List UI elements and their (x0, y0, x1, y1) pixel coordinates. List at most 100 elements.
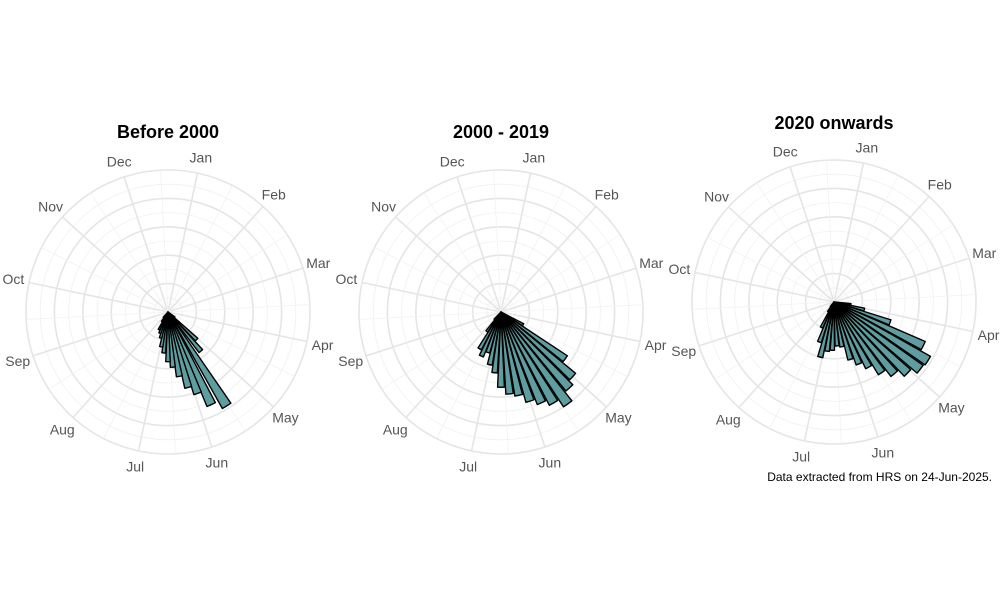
data-source-caption: Data extracted from HRS on 24-Jun-2025. (767, 470, 992, 484)
grid-spoke (381, 311, 502, 390)
grid-spoke (727, 206, 835, 303)
month-label: Dec (107, 154, 132, 170)
grid-spoke (692, 301, 835, 310)
rose-bar (500, 311, 524, 397)
panel-title: Before 2000 (117, 122, 219, 142)
month-label: Oct (336, 271, 358, 287)
grid-circle-minor (39, 183, 297, 441)
month-label: Oct (3, 271, 25, 287)
grid-spoke (167, 172, 199, 313)
grid-circle-minor (401, 212, 601, 412)
month-label: Jan (523, 149, 546, 165)
month-label: Apr (312, 337, 334, 353)
grid-spoke (423, 192, 502, 313)
rose-bar (496, 311, 506, 388)
month-label: Sep (338, 353, 363, 369)
rose-bar (500, 311, 559, 406)
grid-spoke (90, 192, 169, 313)
grid-spoke (826, 160, 835, 303)
grid-spoke (167, 311, 308, 343)
grid-circle-minor (372, 183, 630, 441)
month-label: May (605, 410, 631, 426)
grid-spoke (103, 311, 169, 439)
month-label: Nov (704, 188, 729, 204)
grid-spoke (167, 311, 295, 377)
grid-circle-minor (68, 212, 268, 412)
grid-spoke (167, 185, 233, 313)
panel-title: 2000 - 2019 (453, 122, 549, 142)
grid-spoke (456, 176, 502, 313)
rose-bar (500, 311, 525, 327)
rose-bar (833, 301, 863, 366)
grid-spoke (698, 301, 835, 347)
rose-bar (167, 311, 193, 389)
grid-spoke (738, 301, 835, 409)
month-label: Nov (38, 198, 63, 214)
month-label: Feb (928, 177, 952, 193)
grid-spoke (500, 311, 641, 343)
rose-bar (500, 311, 547, 406)
rose-panel: Jan Feb Mar Apr May Jun Jul Aug Sep Oct Nov Dec 2020… (669, 113, 1000, 465)
grid-spoke (365, 311, 502, 357)
grid-circle (776, 244, 892, 360)
grid-spoke (405, 311, 502, 419)
grid-spoke (48, 311, 169, 390)
grid-spoke (694, 271, 835, 303)
grid-spoke (167, 304, 310, 313)
grid-spoke (26, 311, 169, 320)
month-label: Jan (190, 149, 213, 165)
month-label: Oct (669, 261, 691, 277)
grid-spoke (833, 195, 930, 303)
grid-spoke (32, 311, 169, 357)
grid-spoke (833, 294, 976, 303)
grid-spoke (500, 172, 532, 313)
grid-spoke (41, 247, 169, 313)
grid-spoke (28, 281, 169, 313)
grid-spoke (123, 176, 169, 313)
rose-bar (833, 301, 854, 361)
month-label: Jun (872, 444, 895, 460)
month-label: Jul (459, 459, 477, 475)
rose-bar (167, 311, 199, 342)
grid-circle (53, 197, 283, 427)
grid-circle-minor (96, 240, 240, 384)
month-label: Mar (972, 245, 996, 261)
rose-bar (829, 301, 835, 308)
month-label: Jan (856, 139, 879, 155)
grid-circle (110, 254, 226, 370)
grid-spoke (61, 216, 169, 313)
grid-spoke (714, 301, 835, 380)
grid-spoke (500, 304, 643, 313)
grid-circle-minor (734, 202, 934, 402)
month-label: Aug (716, 411, 741, 427)
rose-bar (833, 301, 926, 351)
panel-title: 2020 onwards (774, 113, 893, 133)
month-label: Aug (383, 421, 408, 437)
grid-circle (358, 169, 644, 455)
rose-bar (833, 301, 845, 348)
month-label: Nov (371, 198, 396, 214)
month-label: Sep (671, 343, 696, 359)
rose-bar (833, 301, 899, 378)
rose-bar (167, 311, 202, 396)
month-label: May (272, 410, 298, 426)
rose-bar (500, 311, 569, 363)
rose-bar (500, 311, 515, 395)
grid-spoke (500, 205, 597, 313)
grid-circle (82, 226, 254, 398)
month-label: May (938, 400, 964, 416)
grid-spoke (167, 234, 288, 313)
grid-spoke (493, 170, 502, 313)
grid-circle-minor (705, 173, 963, 431)
grid-spoke (359, 311, 502, 320)
rose-bar (500, 311, 573, 408)
grid-spoke (833, 175, 899, 303)
month-label: Jul (792, 449, 810, 465)
month-label: Dec (440, 154, 465, 170)
grid-spoke (500, 185, 566, 313)
rose-bar (167, 311, 183, 378)
rose-bar (833, 301, 912, 377)
grid-spoke (160, 170, 169, 313)
grid-circle (719, 187, 949, 417)
